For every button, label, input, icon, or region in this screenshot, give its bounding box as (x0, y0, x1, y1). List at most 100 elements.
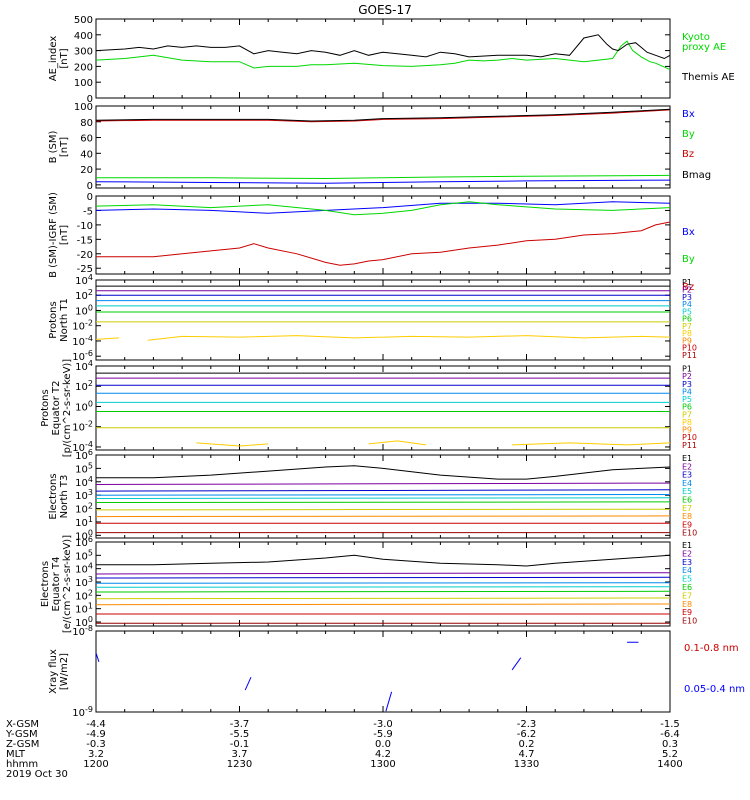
y-axis-label: Protons (40, 389, 51, 426)
legend-entry: E5 (682, 575, 692, 584)
series-by (96, 174, 671, 180)
x-axis-value: 1330 (514, 759, 539, 770)
legend-entry: 0.1-0.8 nm (684, 643, 739, 654)
legend-entry: E7 (682, 504, 692, 513)
x-axis-value: -1.5 (660, 719, 680, 730)
panel-frame (95, 630, 671, 713)
y-tick-label: 102 (75, 502, 93, 516)
x-axis-value: -2.3 (517, 719, 537, 730)
legend-entry: P8 (682, 329, 692, 338)
y-tick-label: 100 (75, 303, 93, 317)
y-tick-label: 80 (80, 118, 93, 129)
legend-entry: E6 (682, 495, 692, 504)
y-tick-label: 10-4 (72, 334, 93, 348)
series-e8 (95, 603, 671, 606)
y-axis-label: Equator T2 (51, 381, 62, 436)
legend-entry: E1 (682, 541, 692, 550)
y-tick-label: 10-6 (72, 349, 93, 363)
x-axis-value: -4.4 (86, 719, 106, 730)
series-e6 (95, 501, 671, 503)
legend-entry: By (682, 254, 695, 265)
y-axis-label: [nT] (59, 48, 70, 68)
x-axis-value: 4.2 (375, 749, 391, 760)
x-axis-row-label: Z-GSM (6, 739, 39, 750)
series-p9 (95, 335, 671, 341)
legend-entry: E7 (682, 591, 692, 600)
y-axis-label: [e/(cm^2-s-sr-keV)] (62, 535, 73, 633)
panel-bsm: 100 80 60 40 20 0 B (SM) [nT] Bx By Bz Bmag (48, 102, 711, 192)
y-axis-label: [p/(cm^2-s-sr-keV)] (62, 359, 73, 458)
legend-entry: E10 (682, 529, 697, 538)
x-axis-value: -6.2 (517, 729, 537, 740)
y-tick-label: 300 (74, 47, 93, 58)
legend-entry: P3 (682, 293, 692, 302)
y-tick-label: 106 (75, 535, 93, 549)
y-tick-label: 0 (87, 181, 93, 192)
y-tick-label: 104 (75, 273, 93, 287)
y-tick-label: -5 (83, 206, 93, 217)
series-e4 (95, 494, 671, 496)
x-axis-value: -0.1 (230, 739, 250, 750)
y-axis-label: Equator T4 (51, 557, 62, 612)
series-e1 (96, 465, 671, 480)
series-e5 (95, 586, 671, 588)
y-tick-label: 103 (75, 488, 93, 502)
legend-entry: Bmag (682, 170, 711, 181)
figure-title: GOES-17 (358, 3, 412, 17)
y-tick-label: -20 (77, 250, 93, 261)
panel-frame (95, 279, 671, 361)
legend-entry: P5 (682, 307, 692, 316)
y-tick-label: 0 (87, 192, 93, 203)
y-tick-label: 400 (74, 31, 93, 42)
legend-entry: E1 (682, 454, 692, 463)
legend-entry: E9 (682, 608, 692, 617)
legend-entry: P6 (682, 315, 692, 324)
legend-entry: E4 (682, 479, 692, 488)
legend-entry: By (682, 129, 695, 140)
y-tick-label: 101 (75, 602, 93, 616)
legend-entry: P5 (682, 395, 692, 404)
series-themis-ae (95, 34, 671, 60)
y-tick-label: 105 (75, 461, 93, 475)
series-bz (96, 221, 671, 266)
y-tick-label: 101 (75, 515, 93, 529)
x-axis-value: 0.0 (375, 739, 391, 750)
series-bx (95, 201, 671, 214)
y-tick-label: 10-8 (72, 624, 93, 638)
x-axis-row-label: 2019 Oct 30 (6, 769, 68, 780)
series-e7 (95, 508, 671, 511)
y-axis-label: [nT] (59, 137, 70, 157)
panel-frame (95, 18, 671, 99)
y-tick-label: 102 (75, 588, 93, 602)
x-axis-value: 1400 (657, 759, 682, 770)
legend-entry: E8 (682, 512, 692, 521)
legend-entry: P10 (682, 433, 697, 442)
legend-entry: P1 (682, 364, 692, 373)
y-tick-label: -25 (77, 264, 93, 275)
legend-entry: P11 (682, 351, 697, 360)
legend-entry: P4 (682, 300, 692, 309)
series-p9 (196, 440, 671, 447)
series-e3 (95, 489, 671, 492)
x-axis-row-label: MLT (6, 749, 26, 760)
legend-entry: P4 (682, 387, 692, 396)
panel-peqt2: 104 102 100 10-2 10-4 Protons Equator T2 [p/(cm… (40, 359, 697, 458)
legend-entry: Themis AE (681, 72, 735, 83)
series-e1 (96, 554, 671, 567)
y-tick-label: -10 (77, 221, 93, 232)
series-e2 (95, 482, 671, 485)
y-tick-label: 102 (75, 379, 93, 393)
series-e5 (95, 497, 671, 499)
y-tick-label: 100 (74, 78, 93, 89)
x-axis-value: 4.7 (519, 749, 535, 760)
y-axis-label: North T3 (59, 475, 70, 519)
y-tick-label: 10-9 (72, 705, 93, 719)
legend-entry: proxy AE (682, 42, 726, 53)
series-bz (95, 109, 671, 123)
legend-entry: P9 (682, 426, 692, 435)
x-axis-row-label: Y-GSM (5, 729, 38, 740)
